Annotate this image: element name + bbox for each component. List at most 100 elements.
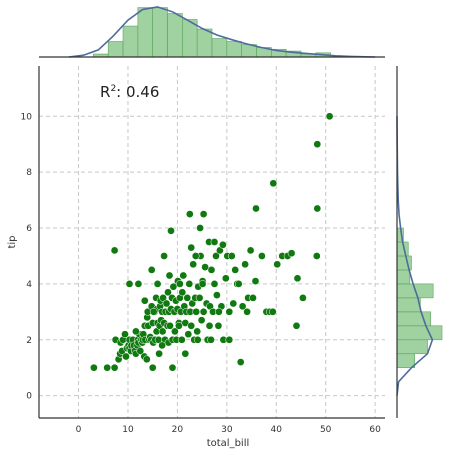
- r-squared-annotation: R2: 0.46: [100, 83, 159, 101]
- scatter-point: [292, 321, 301, 330]
- scatter-point: [313, 140, 322, 149]
- scatter-point: [236, 358, 245, 366]
- top-marginal-histogram: [68, 6, 376, 58]
- scatter-point: [158, 327, 167, 336]
- x-tick-label: 0: [76, 425, 82, 435]
- scatter-point: [134, 280, 143, 288]
- scatter-point: [132, 327, 140, 336]
- scatter-point: [238, 302, 247, 311]
- scatter-point: [159, 294, 167, 302]
- right-hist-bar: [396, 353, 415, 369]
- scatter-point: [169, 282, 178, 291]
- x-axis-label: total_bill: [207, 438, 250, 449]
- scatter-point: [149, 307, 158, 316]
- scatter-point: [191, 252, 200, 260]
- r-squared-superscript: 2: [110, 84, 116, 94]
- scatter-point: [164, 288, 172, 297]
- scatter-point: [207, 266, 216, 274]
- scatter-point: [268, 307, 277, 316]
- scatter-point: [158, 341, 166, 350]
- scatter-point: [199, 307, 208, 316]
- scatter-point: [227, 252, 236, 260]
- scatter-point: [246, 246, 255, 255]
- scatter-point: [273, 260, 282, 269]
- r-squared-value: : 0.46: [116, 83, 159, 101]
- scatter-point: [193, 327, 202, 336]
- scatter-point: [162, 299, 171, 308]
- top-hist-bar: [167, 13, 183, 58]
- scatter-point: [258, 252, 266, 260]
- scatter-point: [122, 352, 130, 361]
- scatter-point: [325, 112, 334, 121]
- scatter-point: [210, 238, 219, 246]
- scatter-point: [198, 280, 207, 288]
- r-squared-label: R: [100, 83, 110, 101]
- tick-labels: 0 10 20 30 40 50 60 0 2 4 6 8 10: [21, 112, 382, 435]
- scatter-point: [177, 335, 186, 344]
- scatter-point: [189, 260, 198, 269]
- y-axis-label: tip: [7, 235, 18, 248]
- scatter-point: [176, 280, 184, 288]
- scatter-point: [148, 363, 157, 372]
- x-tick-label: 20: [172, 425, 184, 435]
- top-hist-bar: [152, 7, 168, 58]
- y-tick-label: 10: [21, 112, 33, 122]
- scatter-point: [313, 204, 322, 213]
- scatter-point: [175, 321, 183, 330]
- scatter-point: [213, 291, 221, 299]
- y-tick-label: 0: [26, 392, 32, 402]
- scatter-point: [103, 363, 112, 372]
- scatter-point: [142, 355, 151, 364]
- top-hist-bar: [211, 38, 228, 58]
- scatter-point: [221, 274, 230, 283]
- scatter-point: [193, 335, 202, 344]
- scatter-point: [312, 252, 321, 260]
- scatter-point: [125, 280, 134, 288]
- scatter-point: [225, 307, 234, 316]
- x-tick-label: 60: [369, 425, 381, 435]
- scatter-point: [167, 226, 175, 235]
- scatter-point: [212, 252, 220, 260]
- scatter-point: [121, 330, 129, 339]
- right-hist-bar: [396, 325, 443, 341]
- scatter-point: [168, 363, 177, 372]
- scatter-point: [249, 294, 257, 302]
- scatter-point: [241, 260, 249, 269]
- scatter-point: [184, 330, 193, 339]
- scatter-point: [205, 321, 214, 330]
- y-tick-label: 2: [26, 336, 32, 346]
- scatter-point: [165, 271, 174, 280]
- right-hist-bar: [396, 297, 421, 313]
- right-hist-bar: [396, 269, 411, 285]
- scatter-point: [269, 179, 278, 188]
- scatter-point: [251, 277, 260, 285]
- scatter-point: [136, 347, 145, 355]
- x-tick-label: 10: [122, 425, 134, 435]
- scatter-point: [110, 363, 119, 372]
- scatter-point: [207, 335, 215, 344]
- scatter-point: [183, 294, 192, 302]
- y-tick-label: 6: [26, 224, 32, 234]
- scatter-point: [181, 349, 190, 358]
- x-tick-label: 30: [221, 425, 233, 435]
- top-hist-bar: [137, 7, 153, 58]
- gridlines: [39, 66, 385, 418]
- scatter-point: [234, 280, 243, 288]
- scatter-point: [178, 288, 187, 297]
- scatter-point: [147, 266, 156, 274]
- scatter-point: [110, 246, 119, 255]
- x-tick-label: 50: [320, 425, 332, 435]
- scatter-point: [225, 335, 234, 344]
- scatter-point: [192, 307, 201, 316]
- y-tick-label: 8: [26, 168, 32, 178]
- scatter-point: [153, 280, 162, 288]
- scatter-point: [299, 294, 307, 302]
- scatter-point: [215, 307, 223, 316]
- scatter-point: [293, 274, 302, 283]
- scatter-point: [185, 210, 194, 218]
- scatter-point: [166, 321, 174, 330]
- scatter-point: [252, 204, 260, 213]
- scatter-point: [187, 243, 196, 252]
- scatter-point: [219, 240, 227, 249]
